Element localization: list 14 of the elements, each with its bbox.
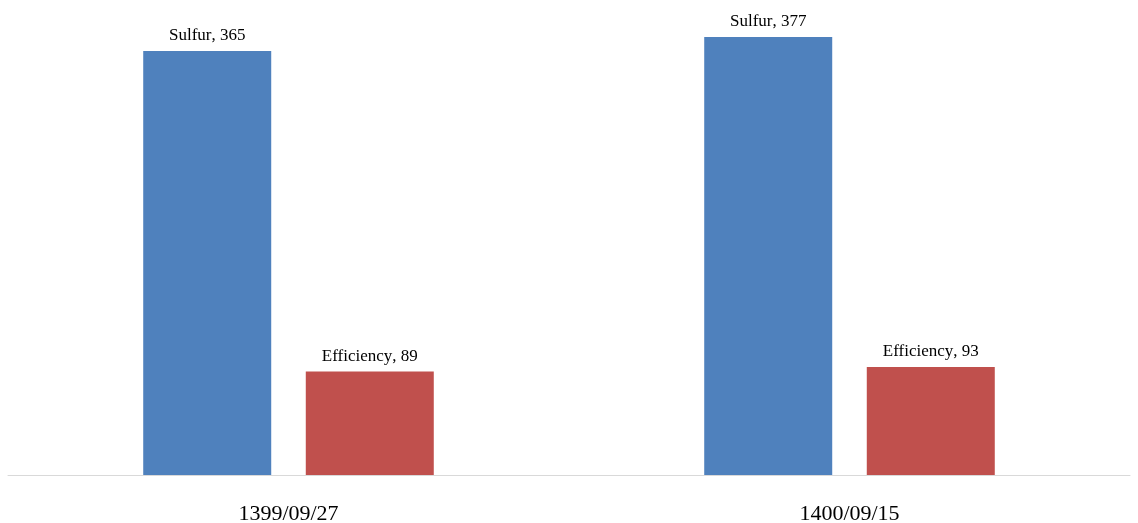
data-label: , 89 — [392, 345, 418, 365]
data-label: , 93 — [953, 340, 979, 360]
text: Efficiency — [882, 340, 954, 360]
text: Sulfur — [729, 11, 773, 30]
x-tick-label: 1400/09/15 — [799, 499, 900, 523]
bar — [704, 37, 833, 475]
series-label: Sulfur — [168, 24, 212, 44]
data-label: , 377 — [772, 11, 807, 30]
bar — [305, 371, 434, 475]
data-label: , 365 — [211, 24, 246, 44]
bar — [143, 50, 272, 475]
x-tick-label: 1399/09/27 — [238, 499, 339, 523]
bar — [866, 366, 995, 475]
series-label: Efficiency — [321, 345, 393, 365]
